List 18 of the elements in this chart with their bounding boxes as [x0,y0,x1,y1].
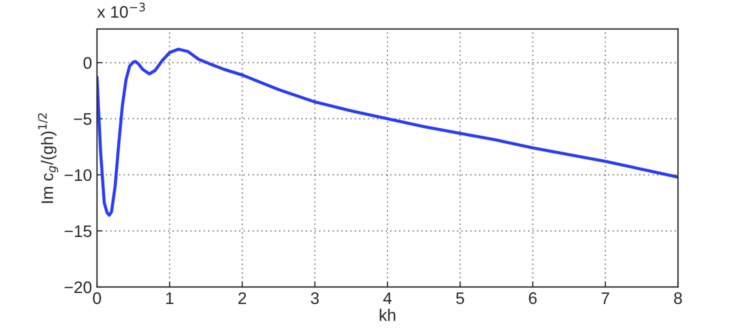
x-tick-label: 1 [166,292,174,304]
x-axis-title: kh [380,308,396,321]
y-axis-title: Im c$_{g}$/(gh)$^{1/2}$ [38,113,58,203]
text: x 10$^{−3}$ [97,2,145,18]
x-tick-label: 0 [93,292,101,304]
x-tick-label: 4 [383,292,392,304]
y-tick-label: −5 [74,113,92,125]
y-tick-label: 0 [84,57,92,69]
y-tick-label: −10 [64,169,92,182]
x-tick-label: 3 [310,292,319,304]
x-tick-label: 8 [674,292,682,304]
x-tick-label: 2 [238,292,246,304]
x-tick-label: 7 [602,292,610,304]
x-tick-label: 6 [528,292,537,304]
y-tick-label: −20 [64,281,92,294]
y-tick-label: −15 [64,225,92,238]
x-tick-label: 5 [456,292,464,304]
line-series [97,48,678,217]
